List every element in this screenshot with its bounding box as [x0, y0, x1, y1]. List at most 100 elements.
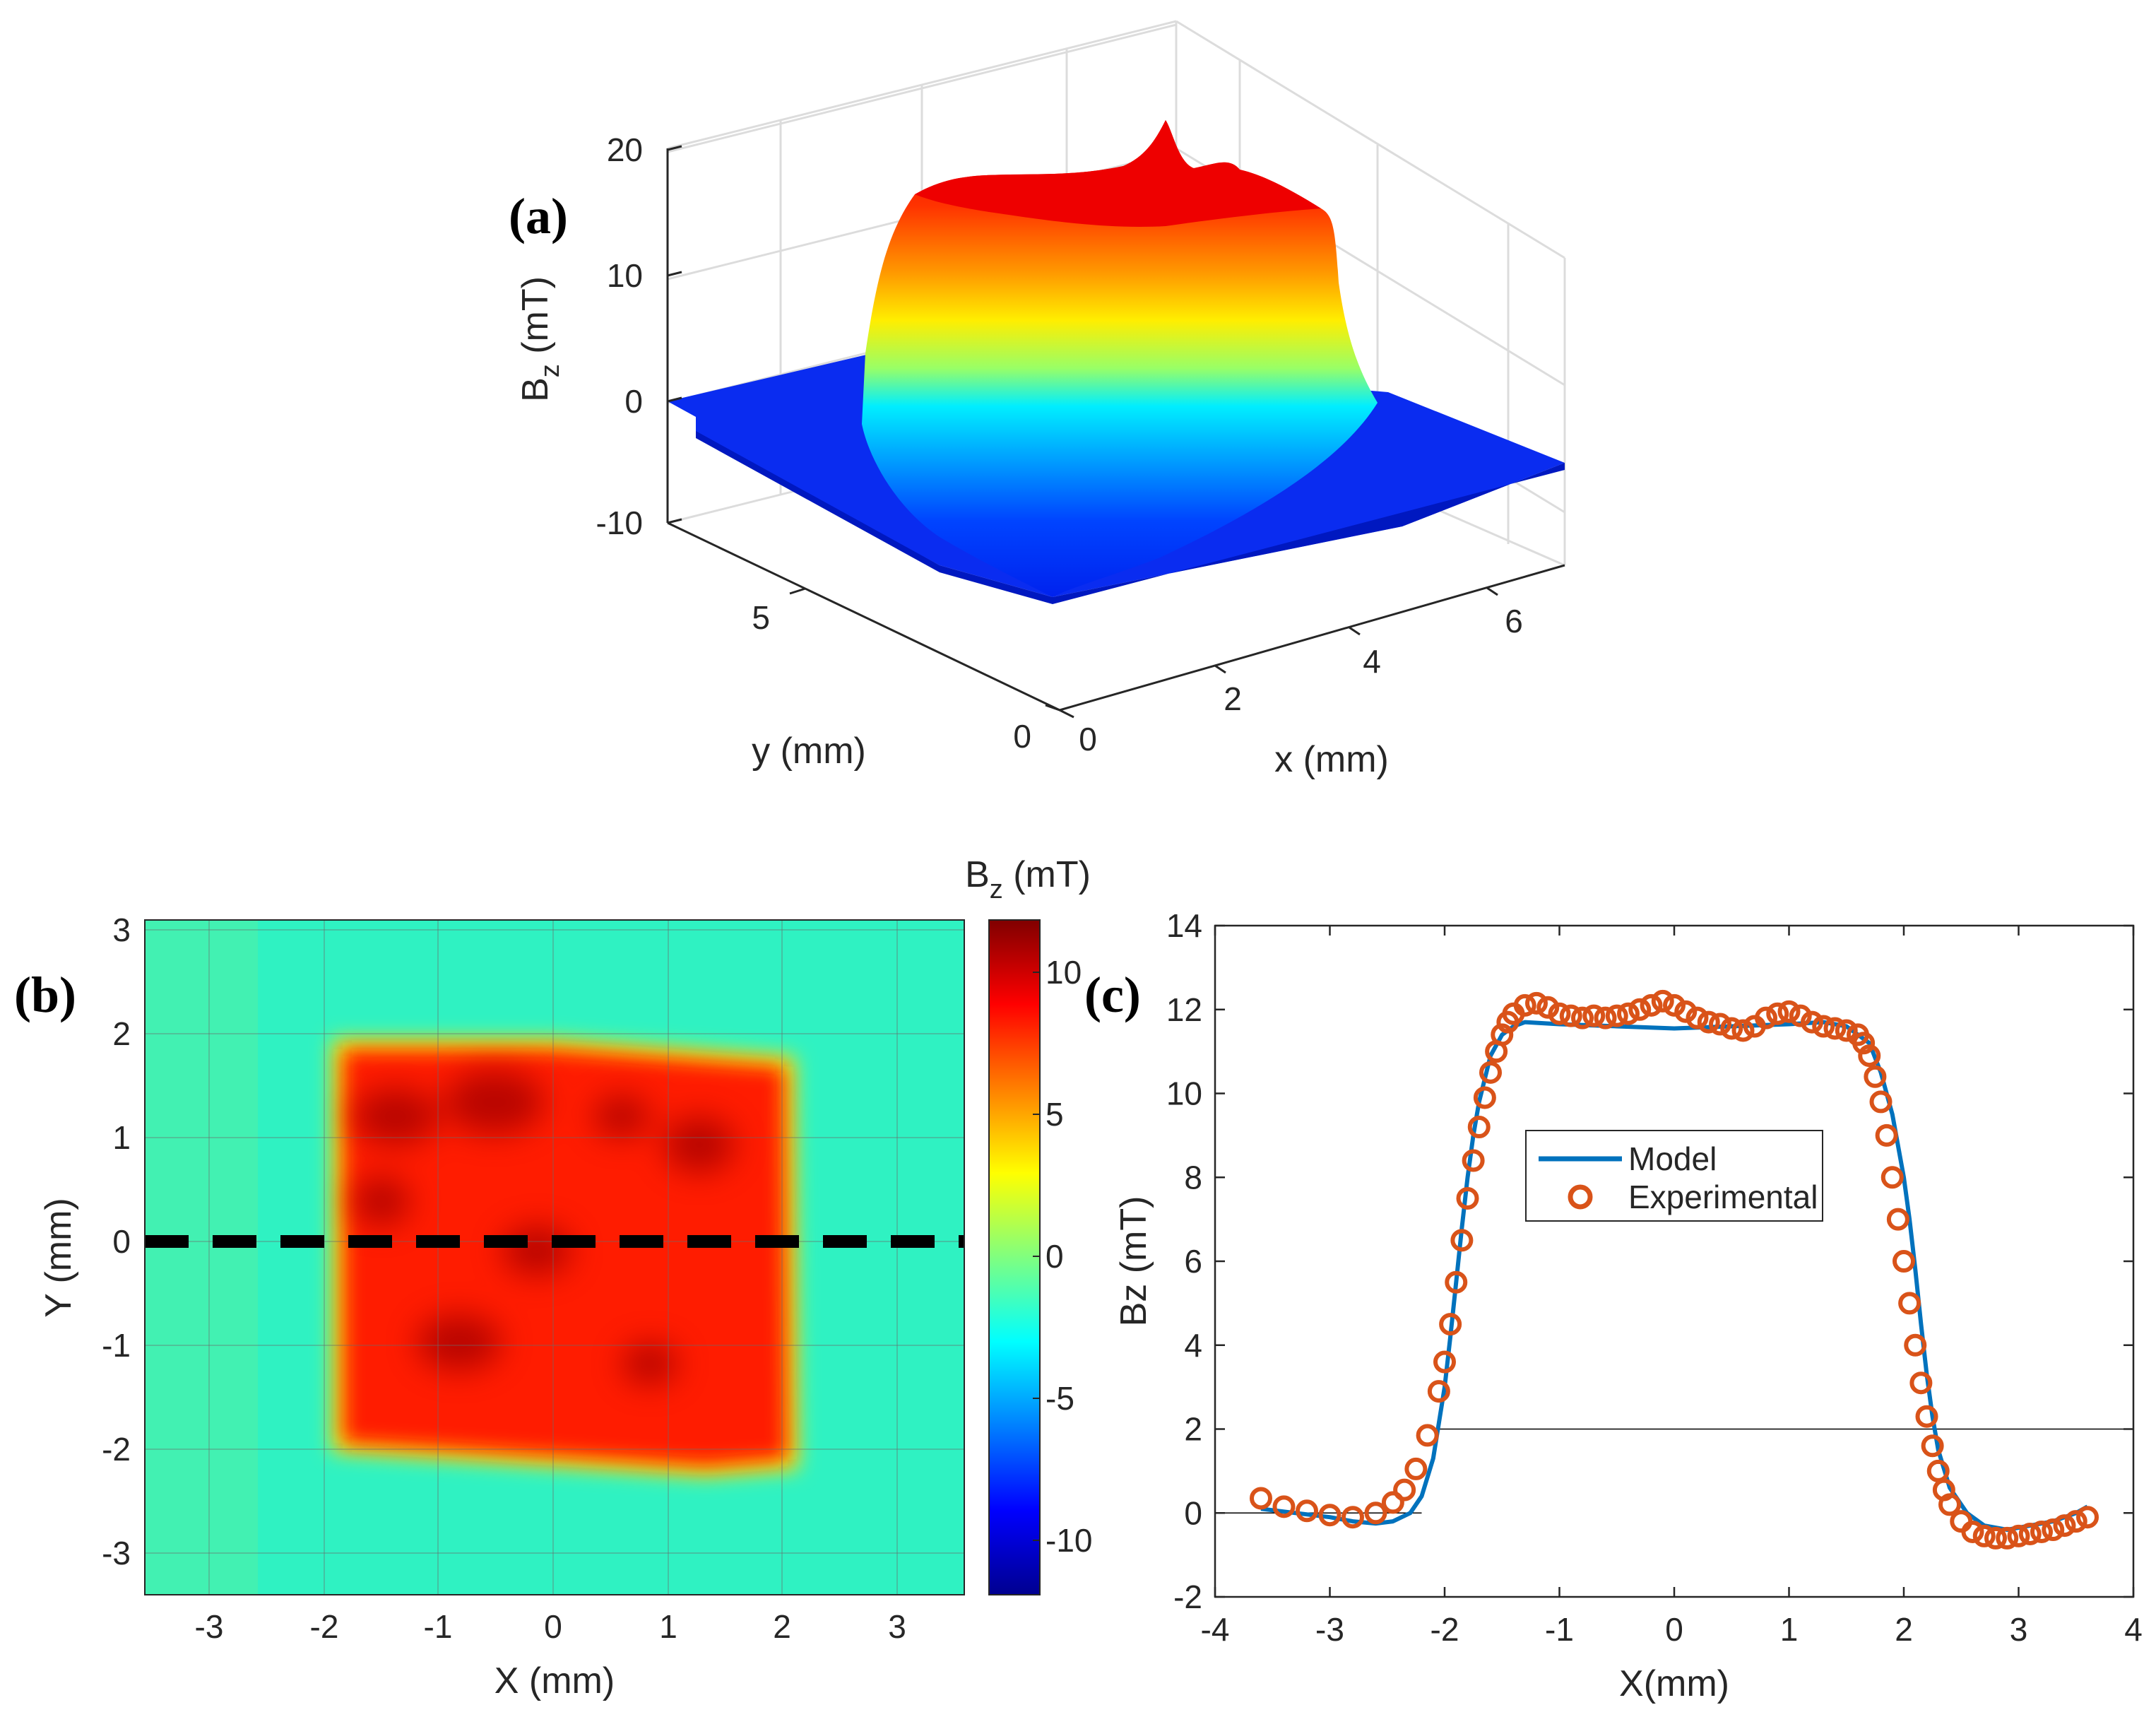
- experimental-point: [1416, 1424, 1439, 1447]
- panel-b-xlabel: X (mm): [494, 1660, 615, 1701]
- x-tick-label: -4: [1201, 1611, 1230, 1648]
- experimental-point: [1766, 1002, 1789, 1025]
- experimental-point: [1536, 996, 1560, 1019]
- y-tick-label: 14: [1166, 907, 1202, 944]
- experimental-point: [2042, 1518, 2065, 1541]
- y-tick-label: 10: [1166, 1075, 1202, 1112]
- panel-a-ylabel: y (mm): [752, 731, 866, 772]
- panel-b-ytick: 1: [112, 1119, 131, 1156]
- panel-b-colorbar-ticklabels: 10 5 0 -5 -10: [1046, 954, 1092, 1559]
- panel-a-ytick: 0: [1013, 718, 1031, 755]
- panel-a-xlabel: x (mm): [1274, 739, 1389, 780]
- experimental-point: [1921, 1434, 1944, 1458]
- panel-b-y-ticks: 3 2 1 0 -1 -2 -3: [102, 911, 131, 1571]
- experimental-point: [1559, 1004, 1582, 1027]
- legend-model-label: Model: [1628, 1140, 1717, 1177]
- x-tick-label: 0: [1665, 1611, 1683, 1648]
- panel-c-ticks: [1214, 924, 2135, 1598]
- y-tick-label: -2: [1173, 1579, 1202, 1615]
- experimental-point: [1697, 1010, 1720, 1034]
- panel-a-z-ticks: 20 10 0 -10: [596, 131, 643, 541]
- experimental-point: [1674, 1000, 1698, 1023]
- experimental-point: [1886, 1208, 1909, 1231]
- experimental-point: [1938, 1493, 1961, 1516]
- x-tick-label: -1: [1545, 1611, 1574, 1648]
- experimental-point: [1898, 1292, 1921, 1315]
- experimental-point: [1812, 1015, 1835, 1038]
- panel-b-label: (b): [14, 967, 76, 1023]
- panel-b-ytick: -2: [102, 1431, 131, 1468]
- panel-b-cbtick: -10: [1046, 1522, 1092, 1559]
- panel-b-cbtick: -5: [1046, 1380, 1074, 1417]
- experimental-point: [1755, 1006, 1777, 1029]
- panel-a-ztick: -10: [596, 505, 643, 541]
- experimental-point: [1341, 1506, 1364, 1529]
- panel-b-xtick: -2: [310, 1608, 339, 1645]
- panel-c-legend: Model Experimental: [1525, 1130, 1823, 1222]
- x-tick-label: -3: [1315, 1611, 1344, 1648]
- legend-experimental-label: Experimental: [1628, 1179, 1818, 1215]
- panel-c-reference-lines: [1215, 1428, 2133, 1514]
- experimental-point: [1640, 993, 1663, 1017]
- experimental-point: [2030, 1520, 2053, 1543]
- panel-a-y-ticks: 0 5: [752, 599, 1031, 755]
- experimental-point: [1393, 1478, 1416, 1501]
- experimental-point: [1869, 1090, 1893, 1114]
- panel-c-ylabel: Bz (mT): [1113, 1196, 1154, 1327]
- experimental-point: [1548, 1002, 1571, 1025]
- experimental-point: [1801, 1010, 1823, 1034]
- panel-a-surface-top: [915, 120, 1321, 227]
- panel-b-xtick: 0: [544, 1608, 562, 1645]
- panel-b-ytick: 2: [112, 1015, 131, 1052]
- experimental-point: [1296, 1499, 1318, 1523]
- experimental-point: [1381, 1491, 1404, 1514]
- experimental-point: [1663, 993, 1686, 1017]
- y-tick-label: 0: [1184, 1494, 1202, 1531]
- panel-b: 3 2 1 0 -1 -2 -3 -3 -2 -1 0 1 2 3 X (mm)…: [14, 854, 1092, 1701]
- panel-b-xtick: 2: [773, 1608, 791, 1645]
- y-tick-label: 2: [1184, 1411, 1202, 1448]
- experimental-point: [1594, 1006, 1617, 1029]
- experimental-point: [1450, 1229, 1474, 1252]
- experimental-point: [1605, 1004, 1628, 1027]
- panel-a-floor-axes: [667, 521, 1565, 719]
- y-tick-label: 12: [1166, 991, 1202, 1028]
- experimental-point: [1462, 1149, 1485, 1172]
- panel-b-cbtick: 10: [1046, 954, 1082, 991]
- experimental-point: [1904, 1333, 1927, 1357]
- panel-b-x-ticks: -3 -2 -1 0 1 2 3: [195, 1608, 906, 1645]
- experimental-point: [1582, 1004, 1606, 1027]
- experimental-point: [1571, 1006, 1594, 1029]
- legend-experimental-swatch: [1568, 1184, 1593, 1210]
- panel-b-ylabel: Y (mm): [38, 1198, 79, 1317]
- x-tick-label: 2: [1895, 1611, 1913, 1648]
- panel-a-ztick: 20: [607, 131, 643, 168]
- experimental-point: [1439, 1313, 1462, 1336]
- experimental-point: [1864, 1065, 1887, 1088]
- panel-a-ytick: 5: [752, 599, 770, 636]
- experimental-point: [1996, 1526, 2019, 1550]
- panel-a-xtick: 6: [1505, 603, 1523, 639]
- y-tick-label: 6: [1184, 1243, 1202, 1280]
- panel-c-frame: [1214, 924, 2135, 1598]
- experimental-point: [1456, 1186, 1479, 1210]
- panel-c-label: (c): [1084, 967, 1141, 1023]
- experimental-point: [1984, 1526, 2007, 1550]
- panel-b-xtick: 3: [888, 1608, 906, 1645]
- panel-a-xtick: 0: [1079, 721, 1097, 757]
- experimental-point: [2007, 1524, 2030, 1547]
- panel-a-label: (a): [509, 188, 568, 244]
- experimental-point: [1491, 1023, 1514, 1046]
- y-tick-label: 8: [1184, 1159, 1202, 1196]
- panel-a-xtick: 4: [1363, 643, 1381, 680]
- experimental-point: [1731, 1019, 1755, 1042]
- panel-b-ytick: -3: [102, 1535, 131, 1571]
- panel-b-ytick: -1: [102, 1327, 131, 1364]
- experimental-point: [1445, 1270, 1468, 1294]
- panel-b-xtick: -1: [424, 1608, 453, 1645]
- panel-c-experimental-series: [1250, 989, 2099, 1550]
- experimental-point: [2076, 1506, 2099, 1529]
- experimental-point: [1651, 989, 1674, 1013]
- x-tick-label: 1: [1780, 1611, 1799, 1648]
